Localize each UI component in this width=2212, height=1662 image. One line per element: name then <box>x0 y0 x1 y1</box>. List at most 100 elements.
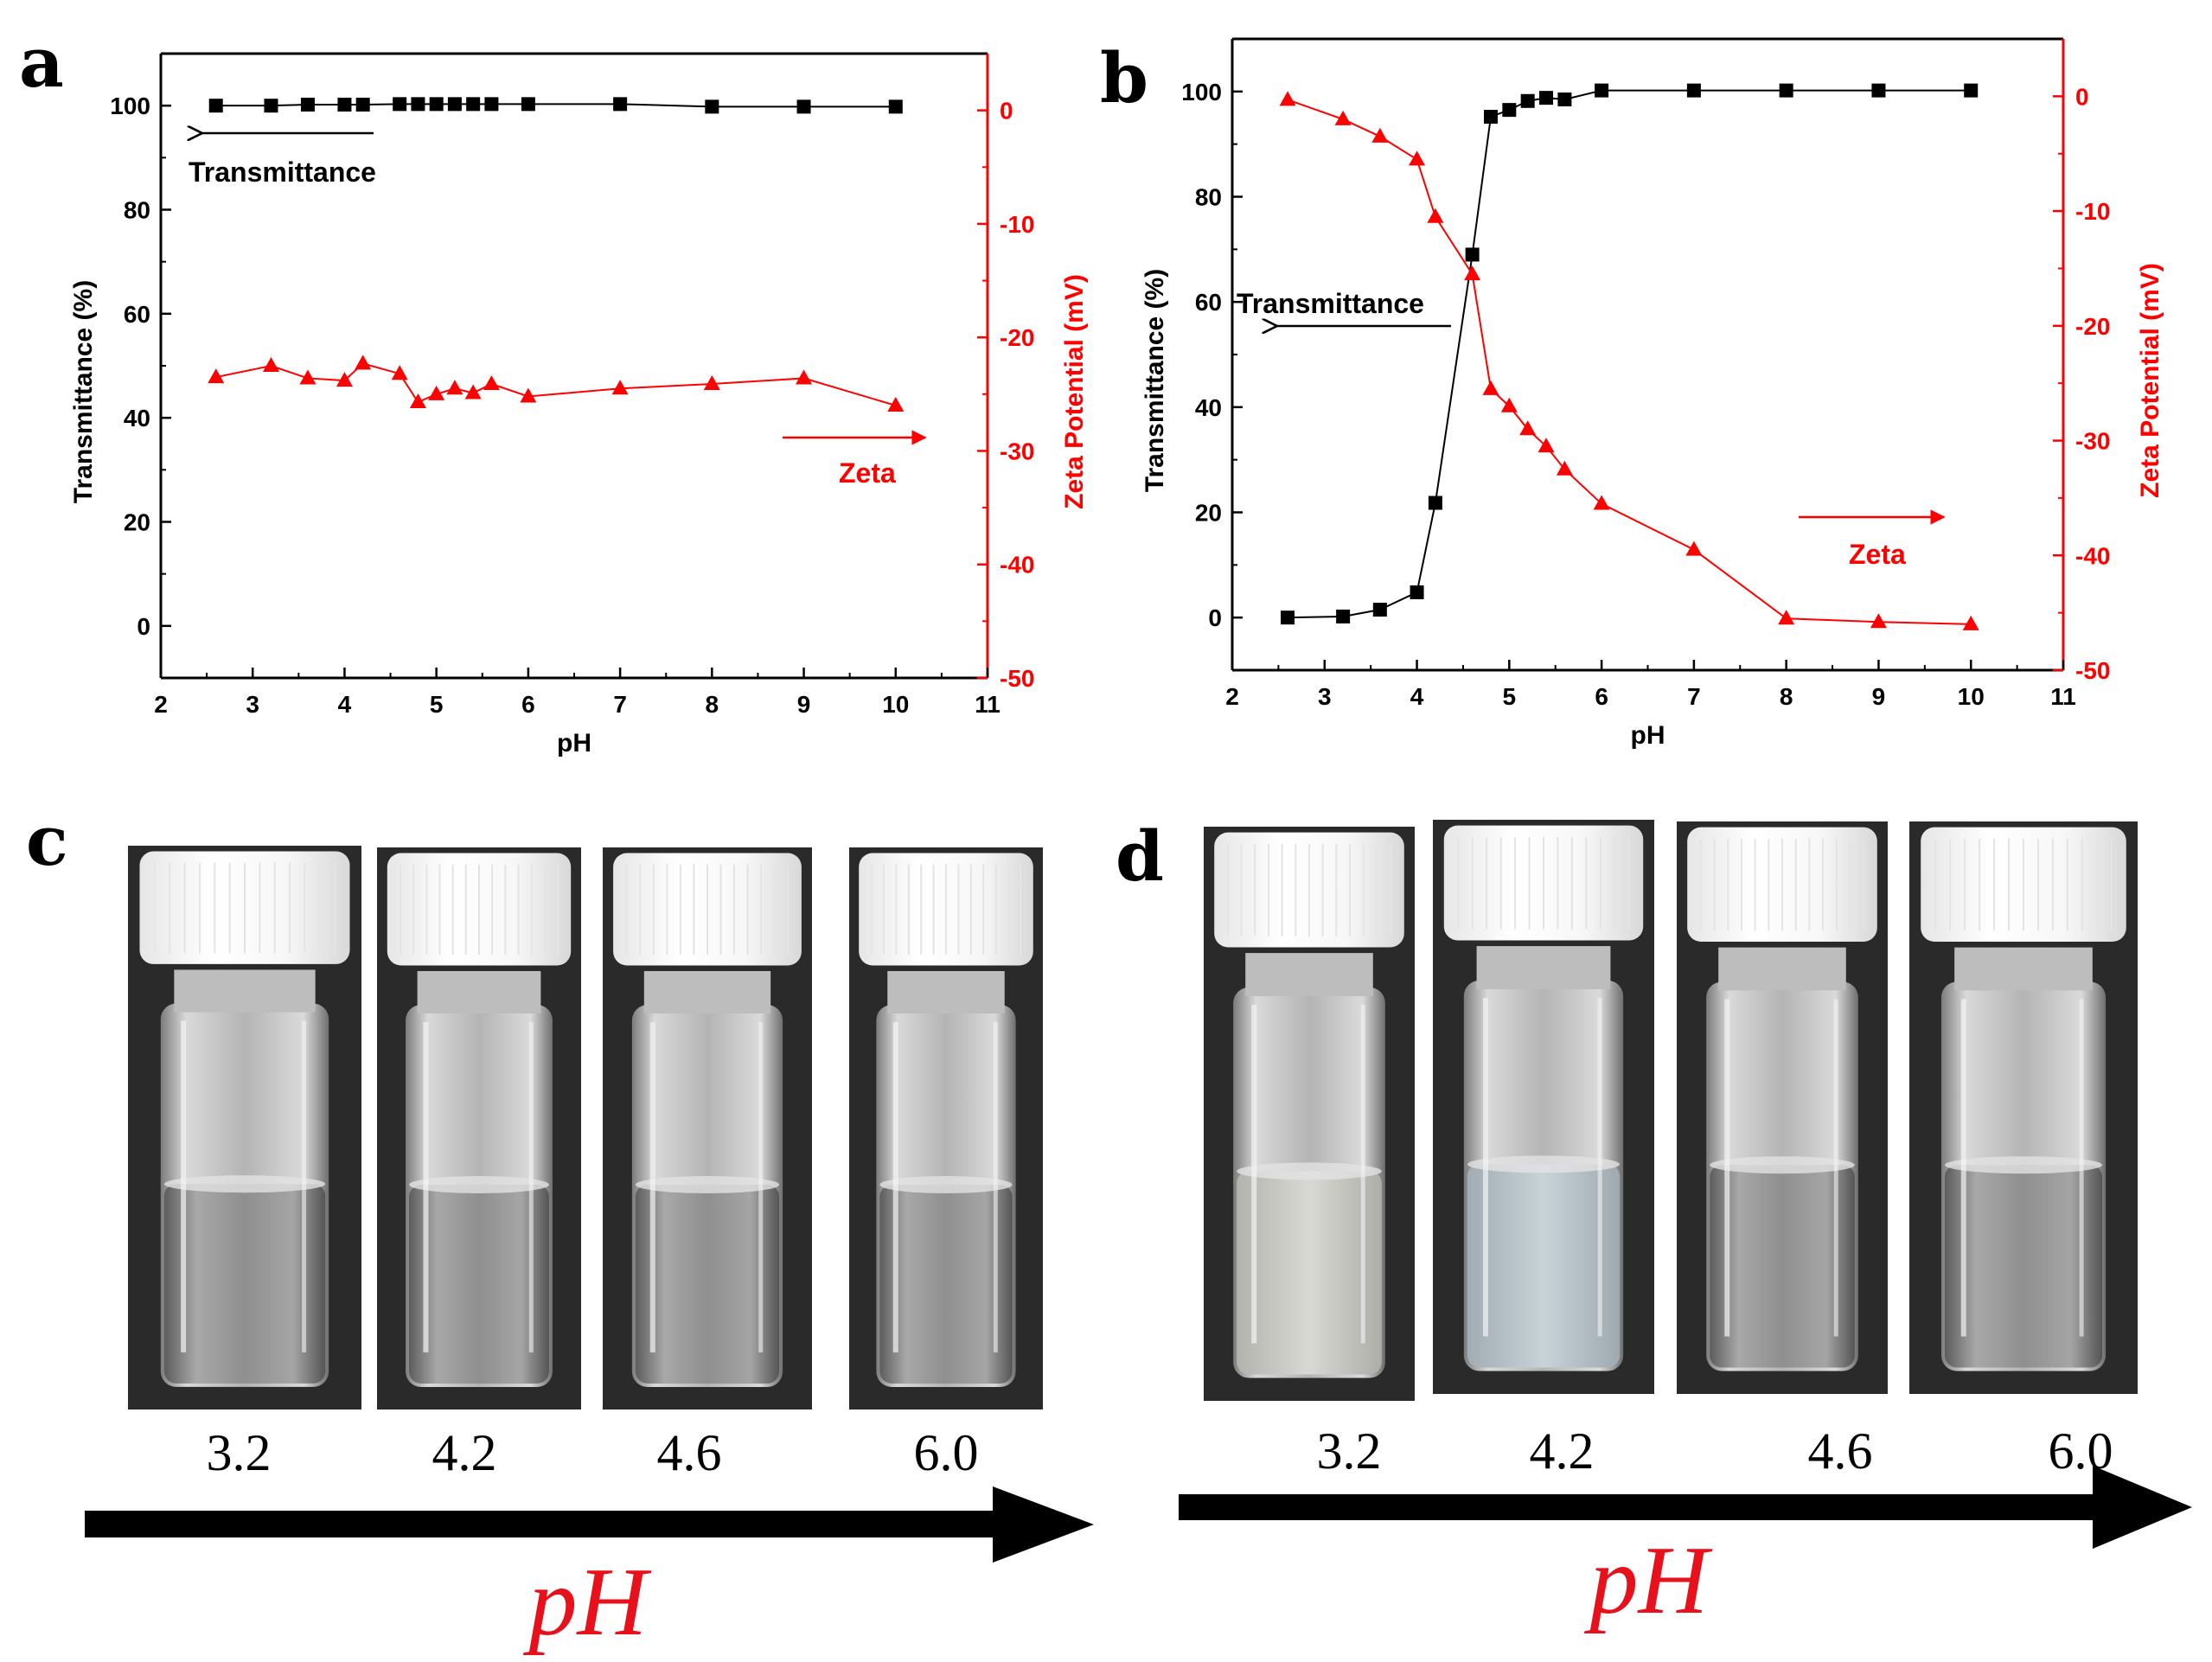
vial-label: 4.6 <box>1808 1422 1873 1480</box>
zeta-annotation: Zeta <box>839 457 896 489</box>
y2-tick-label: -20 <box>1000 324 1034 351</box>
x-axis-title: pH <box>557 729 591 757</box>
panel-letter-c: c <box>26 800 68 881</box>
data-point-transmittance <box>208 99 223 113</box>
data-point-zeta <box>1962 615 1979 630</box>
y-tick-label: 40 <box>1195 394 1222 421</box>
vial-neck <box>174 969 316 1013</box>
vial-photos-d <box>1204 820 2138 1401</box>
data-point-zeta <box>1870 613 1887 629</box>
data-point-zeta <box>428 385 445 400</box>
panel-letter-d: d <box>1116 815 1164 897</box>
series-line-transmittance <box>215 103 896 108</box>
x-tick-label: 9 <box>1872 683 1886 710</box>
vial-photo-1 <box>128 846 361 1410</box>
glass-highlight <box>1482 997 1488 1337</box>
data-point-transmittance <box>1871 83 1886 98</box>
x-tick-label: 9 <box>797 691 811 718</box>
x-tick-label: 10 <box>1958 683 1985 710</box>
y-tick-label: 40 <box>124 405 150 431</box>
data-point-zeta <box>1279 91 1296 106</box>
x-axis-title: pH <box>1631 721 1665 750</box>
y2-tick-label: -50 <box>1000 665 1034 692</box>
y2-axis-title: Zeta Potential (mV) <box>1060 274 1089 509</box>
liquid-meniscus <box>163 1175 326 1193</box>
data-point-transmittance <box>796 99 811 114</box>
ph-arrow <box>85 1486 1094 1563</box>
data-point-zeta <box>262 357 279 372</box>
data-point-transmittance <box>1336 609 1351 623</box>
y-axis-title: Transmittance (%) <box>69 280 98 503</box>
data-point-transmittance <box>484 97 499 112</box>
y-axis-title: Transmittance (%) <box>1141 269 1169 492</box>
y-tick-label: 80 <box>1195 184 1222 211</box>
x-tick-label: 5 <box>1503 683 1517 710</box>
data-point-zeta <box>1427 208 1444 223</box>
y-tick-label: 0 <box>137 613 150 640</box>
vial-label: 6.0 <box>914 1424 979 1481</box>
glass-highlight <box>528 1022 534 1352</box>
glass-highlight <box>1960 999 1966 1337</box>
x-tick-label: 2 <box>1225 683 1239 710</box>
data-point-zeta <box>1593 495 1610 510</box>
y-tick-label: 20 <box>124 509 150 536</box>
x-tick-label: 4 <box>1410 683 1424 710</box>
data-point-transmittance <box>705 99 719 114</box>
x-tick-label: 3 <box>246 691 259 718</box>
y-tick-label: 80 <box>124 197 150 224</box>
vial-photo-1 <box>1204 827 1415 1401</box>
data-point-transmittance <box>411 97 425 112</box>
vial-label: 4.2 <box>1530 1422 1595 1480</box>
y2-tick-label: 0 <box>1000 98 1013 125</box>
vial-neck <box>643 971 771 1013</box>
data-point-transmittance <box>393 97 407 112</box>
x-tick-label: 11 <box>2050 683 2076 710</box>
data-point-zeta <box>483 375 500 391</box>
data-point-zeta <box>336 372 353 387</box>
panel-d: d 3.2 4.2 4.6 6.0 pH <box>1116 815 2192 1634</box>
x-tick-label: 3 <box>1318 683 1332 710</box>
data-point-transmittance <box>1779 83 1793 98</box>
vial-neck <box>1245 953 1373 996</box>
vial-neck <box>1718 947 1846 991</box>
vial-neck <box>887 971 1005 1013</box>
glass-highlight <box>993 1022 998 1352</box>
data-point-zeta <box>355 355 372 370</box>
data-point-transmittance <box>429 97 444 112</box>
data-point-transmittance <box>1557 92 1572 106</box>
glass-highlight <box>1724 999 1730 1337</box>
liquid-meniscus <box>635 1176 780 1193</box>
glass-highlight <box>1251 1004 1257 1344</box>
vial-liquid <box>1944 1165 2103 1368</box>
transmittance-annotation: Transmittance <box>1237 288 1424 319</box>
vial-neck <box>1476 946 1611 989</box>
data-point-transmittance <box>1520 93 1535 108</box>
glass-highlight <box>181 1020 187 1352</box>
data-point-transmittance <box>466 97 481 112</box>
data-point-zeta <box>1538 438 1555 453</box>
data-point-transmittance <box>1410 585 1424 599</box>
liquid-meniscus <box>1944 1156 2103 1174</box>
y-tick-label: 0 <box>1208 604 1222 631</box>
liquid-meniscus <box>1237 1162 1382 1180</box>
y2-tick-label: -10 <box>1000 211 1034 238</box>
data-point-zeta <box>796 369 813 385</box>
vial-photo-2 <box>1433 820 1654 1394</box>
glass-highlight <box>649 1022 655 1352</box>
series-line-zeta <box>215 362 897 406</box>
data-point-zeta <box>1482 380 1499 395</box>
data-point-zeta <box>611 380 629 395</box>
ph-arrow-label: pH <box>523 1549 652 1656</box>
panel-letter-a: a <box>19 22 64 103</box>
x-tick-label: 8 <box>1780 683 1793 710</box>
y-tick-label: 100 <box>1181 79 1222 105</box>
zeta-annotation: Zeta <box>1849 539 1906 570</box>
glass-highlight <box>302 1020 307 1352</box>
data-point-zeta <box>1778 610 1795 625</box>
data-point-zeta <box>1685 540 1703 556</box>
y2-tick-label: -50 <box>2075 657 2110 684</box>
data-point-zeta <box>409 393 426 409</box>
liquid-meniscus <box>1467 1155 1621 1173</box>
vial-photo-4 <box>1909 821 2138 1394</box>
transmittance-annotation: Transmittance <box>189 157 376 188</box>
